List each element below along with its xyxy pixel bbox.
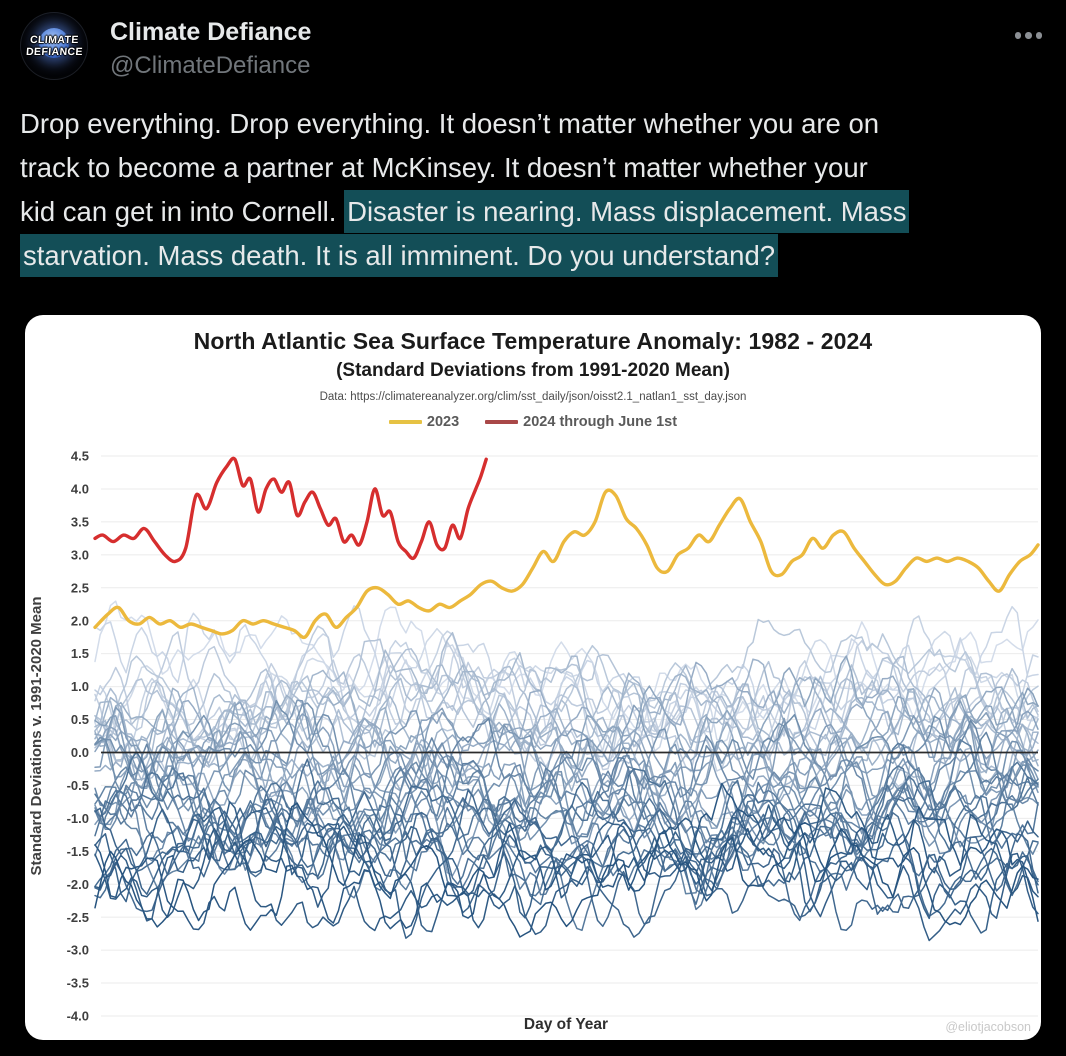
- series-line-2024-through-june-1st: [93, 456, 488, 564]
- plain-text: kid can get in into Cornell.: [20, 196, 345, 227]
- x-axis-title: Day of Year: [524, 1016, 608, 1033]
- author-names: Climate Defiance @ClimateDefiance: [110, 12, 311, 80]
- chart-source-url: Data: https://climatereanalyzer.org/clim…: [319, 391, 747, 403]
- svg-text:0.5: 0.5: [71, 712, 89, 727]
- dot: [1014, 32, 1021, 39]
- globe-icon: [39, 28, 69, 59]
- avatar-logo-line2: DEFIANCE: [25, 45, 83, 58]
- tweet-line: kid can get in into Cornell. Disaster is…: [20, 190, 1046, 234]
- legend-dash-icon: [485, 420, 519, 424]
- user-handle[interactable]: @ClimateDefiance: [110, 52, 311, 79]
- tweet-line: starvation. Mass death. It is all immine…: [20, 234, 1046, 278]
- svg-text:0.0: 0.0: [71, 745, 89, 760]
- dot: [1035, 32, 1042, 39]
- plain-text: Drop everything. Drop everything. It doe…: [20, 108, 880, 139]
- svg-text:-2.5: -2.5: [67, 910, 89, 925]
- svg-text:1.0: 1.0: [71, 679, 89, 694]
- highlighted-text: starvation. Mass death. It is all immine…: [20, 234, 779, 277]
- series-line-2023: [93, 488, 1040, 640]
- tweet-line: track to become a partner at McKinsey. I…: [20, 146, 1046, 190]
- dot: [1025, 32, 1032, 39]
- display-name[interactable]: Climate Defiance: [110, 18, 312, 46]
- legend-item: 2023: [388, 414, 460, 430]
- legend-label: 2023: [426, 414, 460, 430]
- svg-text:-0.5: -0.5: [67, 778, 89, 793]
- svg-text:4.0: 4.0: [71, 482, 89, 497]
- legend-dash-icon: [388, 420, 422, 424]
- historical-year-lines: [94, 600, 1039, 942]
- chart-card[interactable]: North Atlantic Sea Surface Temperature A…: [25, 315, 1041, 1040]
- chart-subtitle: (Standard Deviations from 1991-2020 Mean…: [336, 360, 730, 381]
- svg-text:4.5: 4.5: [71, 449, 89, 464]
- svg-text:-2.0: -2.0: [67, 877, 89, 892]
- svg-text:3.5: 3.5: [71, 514, 89, 529]
- avatar-logo-line1: CLIMATE: [29, 33, 79, 46]
- svg-text:-1.5: -1.5: [67, 844, 89, 859]
- plain-text: track to become a partner at McKinsey. I…: [20, 152, 868, 183]
- avatar-logo-text: CLIMATE DEFIANCE: [20, 12, 88, 80]
- svg-text:1.5: 1.5: [71, 646, 89, 661]
- more-menu-icon[interactable]: [1011, 28, 1047, 43]
- svg-text:-3.5: -3.5: [67, 976, 89, 991]
- watermark: @eliotjacobson: [945, 1020, 1031, 1034]
- svg-text:-4.0: -4.0: [67, 1009, 89, 1024]
- svg-text:2.0: 2.0: [71, 613, 89, 628]
- highlight-series-lines: [93, 456, 1040, 640]
- y-tick-labels: 4.5 4.0 3.5 3.0 2.5 2.0 1.5 1.0 0.5 0.0 -0.5 -1.0 -1…: [67, 449, 89, 1024]
- chart-legend: 2023 2024 through June 1st: [25, 414, 1041, 430]
- svg-text:-3.0: -3.0: [67, 943, 89, 958]
- avatar[interactable]: CLIMATE DEFIANCE: [20, 12, 88, 80]
- chart-title: North Atlantic Sea Surface Temperature A…: [193, 328, 873, 354]
- tweet-text: Drop everything. Drop everything. It doe…: [20, 102, 1046, 278]
- y-axis-title: Standard Deviations v. 1991-2020 Mean: [28, 596, 45, 875]
- legend-label: 2024 through June 1st: [523, 414, 678, 430]
- sst-anomaly-plot: 4.5 4.0 3.5 3.0 2.5 2.0 1.5 1.0 0.5 0.0 -0.5 -1.0 -1…: [28, 449, 1040, 1034]
- legend-item: 2024 through June 1st: [485, 414, 677, 430]
- highlighted-text: Disaster is nearing. Mass displacement. …: [344, 190, 910, 233]
- tweet-line: Drop everything. Drop everything. It doe…: [20, 102, 1046, 146]
- post-header: CLIMATE DEFIANCE Climate Defiance @Clima…: [20, 0, 1046, 80]
- svg-text:-1.0: -1.0: [67, 811, 89, 826]
- svg-text:3.0: 3.0: [71, 547, 89, 562]
- svg-text:2.5: 2.5: [71, 580, 89, 595]
